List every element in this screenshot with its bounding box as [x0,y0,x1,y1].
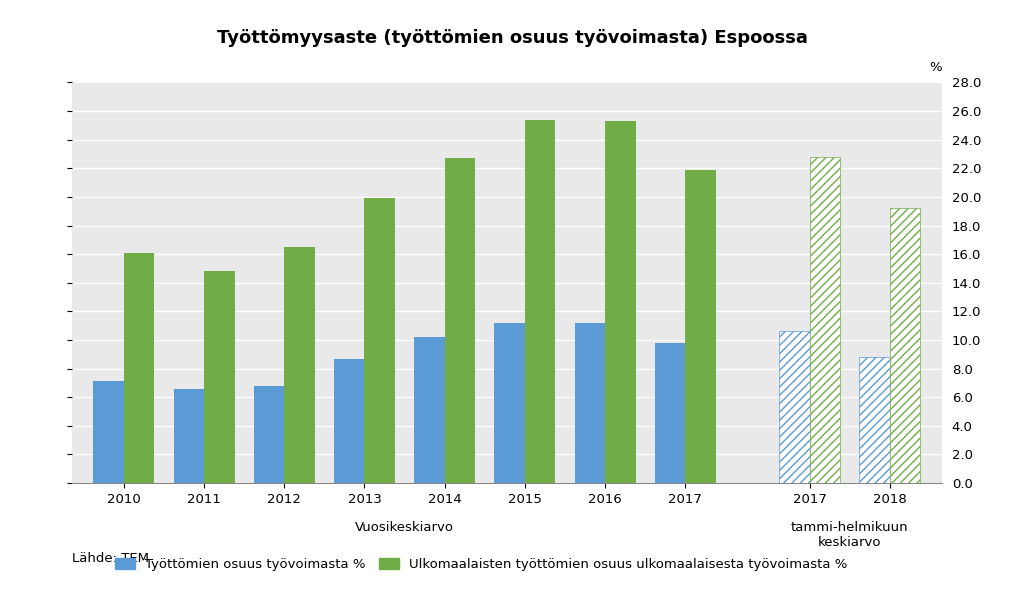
Bar [859,357,890,483]
Bar [285,247,314,483]
Bar [93,382,124,483]
Bar [415,337,444,483]
Bar [655,343,685,483]
Text: tammi-helmikuun
keskiarvo: tammi-helmikuun keskiarvo [791,521,908,550]
Bar [334,359,365,483]
Text: Lähde: TEM: Lähde: TEM [72,552,148,565]
Bar [779,332,810,483]
Bar [365,198,395,483]
Bar [525,120,555,483]
Bar [605,121,636,483]
Text: %: % [930,61,942,74]
Bar [810,157,841,483]
Bar [204,272,234,483]
Bar [890,209,921,483]
Bar [685,170,716,483]
Bar [124,253,155,483]
Legend: Työttömien osuus työvoimasta %, Ulkomaalaisten työttömien osuus ulkomaalaisesta : Työttömien osuus työvoimasta %, Ulkomaal… [110,553,853,577]
Bar [444,158,475,483]
Text: Vuosikeskiarvo: Vuosikeskiarvo [355,521,454,534]
Bar [574,323,605,483]
Bar [254,386,285,483]
Text: Työttömyysaste (työttömien osuus työvoimasta) Espoossa: Työttömyysaste (työttömien osuus työvoim… [216,29,808,48]
Bar [173,389,204,483]
Bar [495,323,525,483]
